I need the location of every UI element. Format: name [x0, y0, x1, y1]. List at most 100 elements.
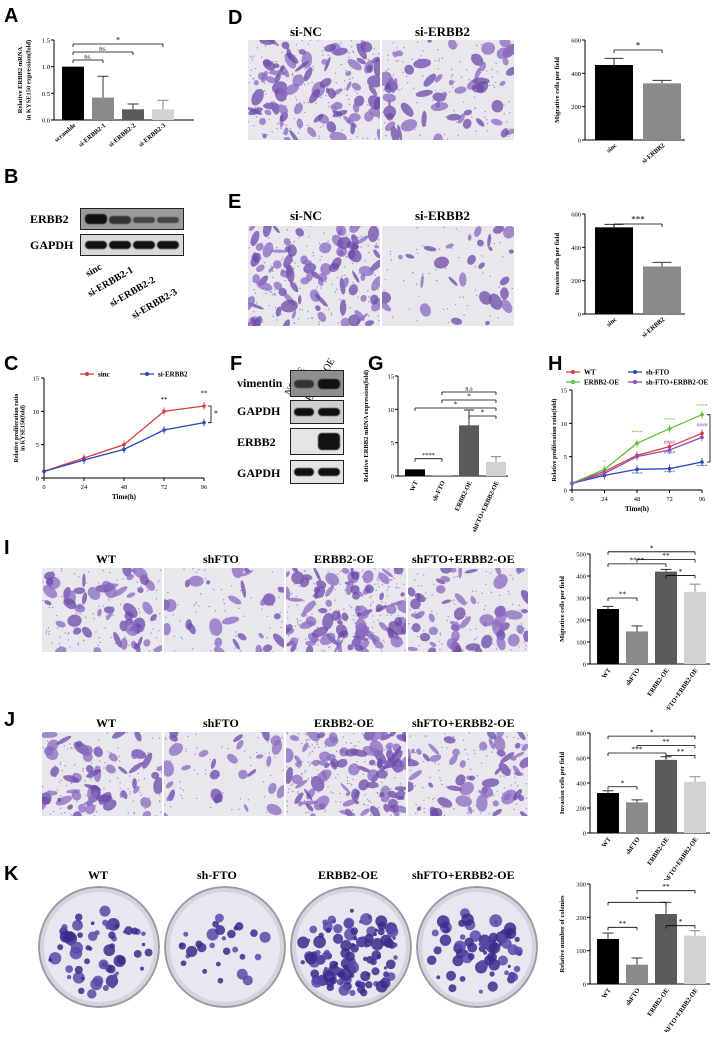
- blot-b-gapdh: [80, 234, 184, 256]
- stained-cell: [294, 755, 302, 765]
- pore-dot: [92, 612, 94, 615]
- pore-dot: [318, 321, 320, 323]
- pore-dot: [521, 623, 523, 625]
- pore-dot: [316, 626, 319, 628]
- pore-dot: [495, 62, 497, 65]
- stained-cell: [50, 766, 60, 777]
- sig-annotation: *: [635, 896, 638, 903]
- colony: [493, 920, 498, 924]
- stained-cell: [348, 763, 360, 776]
- pore-dot: [473, 749, 475, 752]
- pore-dot: [138, 779, 140, 781]
- category-label: shFTO: [625, 667, 642, 687]
- pore-dot: [88, 571, 90, 573]
- pore-dot: [109, 780, 111, 783]
- pore-dot: [249, 764, 252, 767]
- stained-cell: [358, 779, 369, 791]
- stained-cell: [119, 568, 136, 573]
- sig-annotation: ns.: [99, 46, 107, 53]
- pore-dot: [383, 641, 385, 643]
- pore-dot: [150, 632, 152, 634]
- colony: [426, 955, 437, 966]
- category-label: shFTO: [625, 987, 642, 1007]
- stained-cell: [318, 607, 328, 614]
- pore-dot: [272, 315, 274, 317]
- pore-dot: [238, 607, 240, 610]
- sig-annotation: ****: [422, 452, 435, 459]
- stained-cell: [303, 67, 313, 82]
- stained-cell: [294, 792, 304, 805]
- stained-cell: [463, 109, 473, 116]
- stained-cell: [289, 735, 300, 742]
- pore-dot: [300, 742, 303, 745]
- bar: [684, 935, 706, 984]
- pore-dot: [305, 733, 307, 735]
- pore-dot: [95, 811, 98, 813]
- pore-dot: [372, 53, 375, 55]
- stained-cell: [119, 790, 125, 798]
- stained-cell: [514, 742, 521, 749]
- stained-cell: [279, 111, 289, 122]
- stained-cell: [378, 572, 390, 585]
- pore-dot: [268, 304, 270, 307]
- pore-dot: [248, 121, 250, 123]
- stained-cell: [362, 570, 374, 584]
- y-tick-label: 15: [561, 388, 568, 395]
- stained-cell: [375, 604, 383, 612]
- pore-dot: [339, 116, 341, 119]
- pore-dot: [368, 301, 370, 303]
- sig-annotation: ####: [664, 450, 675, 456]
- pore-dot: [392, 316, 394, 318]
- pore-dot: [486, 130, 489, 132]
- colony: [459, 934, 466, 940]
- stained-cell: [330, 760, 337, 770]
- pore-dot: [47, 633, 50, 635]
- stained-cell: [476, 794, 488, 812]
- pore-dot: [265, 93, 267, 95]
- colony: [371, 950, 381, 960]
- pore-dot: [318, 746, 320, 748]
- bar: [486, 462, 506, 476]
- pore-dot: [462, 296, 464, 299]
- legend-entry: si-ERBB2: [158, 371, 188, 379]
- pore-dot: [231, 585, 233, 587]
- colony: [81, 976, 85, 981]
- pore-dot: [350, 40, 352, 42]
- colony: [233, 925, 239, 931]
- stained-cell: [413, 58, 431, 69]
- pore-dot: [352, 778, 354, 781]
- pore-dot: [472, 590, 474, 592]
- sig-annotation: *: [116, 36, 120, 45]
- pore-dot: [396, 47, 398, 49]
- stained-cell: [78, 803, 87, 813]
- stained-cell: [474, 647, 483, 652]
- pore-dot: [204, 569, 206, 571]
- pore-dot: [348, 103, 351, 106]
- sig-annotation: *: [467, 392, 471, 401]
- colony: [131, 927, 139, 935]
- micrograph-i-shfto: [164, 568, 284, 652]
- x-tick-label: 72: [161, 484, 168, 491]
- sig-bracket: [707, 414, 711, 463]
- pore-dot: [472, 810, 475, 812]
- pore-dot: [334, 588, 336, 591]
- stained-cell: [251, 317, 257, 326]
- colony: [359, 919, 363, 924]
- pore-dot: [385, 134, 387, 137]
- stained-cell: [153, 645, 162, 652]
- stained-cell: [396, 600, 406, 614]
- category-label: si-ERBB2-3: [138, 122, 168, 149]
- colony: [487, 981, 498, 992]
- stained-cell: [455, 795, 472, 807]
- pore-dot: [422, 75, 424, 77]
- pore-dot: [389, 250, 392, 252]
- pore-dot: [303, 600, 305, 602]
- panel-i-label-0: WT: [96, 552, 117, 566]
- pore-dot: [286, 766, 288, 768]
- panel-letter-d: D: [228, 7, 243, 29]
- pore-dot: [304, 111, 306, 114]
- colony: [488, 932, 499, 942]
